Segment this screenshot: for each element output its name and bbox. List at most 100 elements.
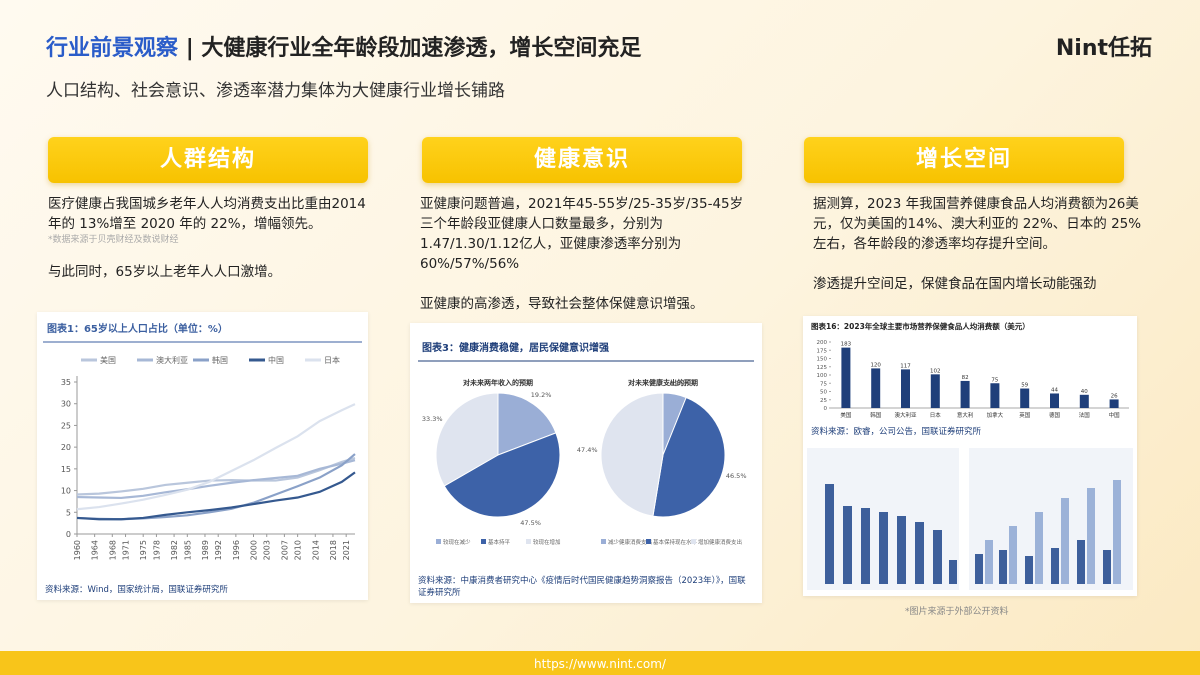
chart-panel: 图表16：2023年全球主要市场营养保健食品人均消费额（美元） 0 25 50 75 10… [803,316,1137,596]
subtitle: 人口结构、社会意识、渗透率潜力集体为大健康行业增长铺路 [46,81,505,101]
x-tick-label: 1971 [122,540,131,560]
y-tick-label: 0 [66,530,71,539]
paragraph: 渗透提升空间足，保健食品在国内增长动能强劲 [813,276,1097,292]
bar [1109,399,1119,408]
chart-panel: 图表1：65岁以上人口占比（单位：%） 美国 澳大利亚 韩国 中国 日本 0 5 10 15 20 2… [37,312,368,600]
chart-source: 资料来源：Wind，国家统计局，国联证券研究所 [45,585,228,595]
note: *数据来源于贝壳财经及数说财经 [48,235,179,245]
x-tick-label: 2021 [342,540,351,560]
pie-slice [652,396,726,518]
paragraph: 亚健康问题普遍，2021年45-55岁/25-35岁/35-45岁三个年龄段亚健… [420,196,744,272]
chart-panel: 图表3：健康消费稳健，居民保健意识增强对未来两年收入的预期 19.2% 较现在减少 4… [410,323,762,603]
y-tick-label: 0 [824,406,828,412]
legend-label: 增加健康消费支出 [698,538,742,546]
y-tick-label: 50 [820,390,827,396]
paragraph: 亚健康的高渗透，导致社会整体保健意识增强。 [420,296,704,312]
series-line [76,456,356,496]
legend-label: 较现在减少 [443,538,471,546]
legend-label: 基本持平 [488,538,511,546]
legend-swatch [526,539,531,544]
value-label: 102 [930,368,941,374]
y-tick-label: 35 [61,378,71,387]
x-tick-label: 法国 [1079,411,1091,419]
column-text: 医疗健康占我国城乡老年人人均消费支出比重由2014 年的 13%增至 2020 … [48,194,378,302]
x-tick-label: 美国 [840,411,852,419]
x-tick-label: 2003 [263,540,272,560]
legend-swatch [481,539,486,544]
value-label: 117 [900,363,911,369]
x-tick-label: 1996 [232,540,241,560]
decorative-charts [807,448,1133,590]
value-label: 75 [991,377,998,383]
column-text: 亚健康问题普遍，2021年45-55岁/25-35岁/35-45岁三个年龄段亚健… [420,194,750,334]
column-heading: 健康意识 [422,137,742,183]
decor [985,480,1121,584]
y-tick-label: 125 [817,365,828,371]
x-tick-label: 澳大利亚 [894,411,917,419]
y-tick-label: 150 [817,357,828,363]
bar [930,374,940,408]
legend-label: 减少健康消费支出 [608,538,652,546]
x-tick-label: 2010 [294,540,303,560]
x-tick-label: 意大利 [957,411,974,419]
x-tick-label: 中国 [1109,411,1121,419]
series-line [76,471,356,521]
value-label: 47.5% [520,519,541,527]
value-label: 33.3% [422,415,443,423]
y-tick-label: 5 [66,508,71,517]
value-label: 46.5% [726,472,747,480]
chart-title: 图表1：65岁以上人口占比（单位：%） [47,322,228,335]
chart: 图表16：2023年全球主要市场营养保健食品人均消费额（美元） 0 25 50 75 10… [811,321,1129,419]
value-label: 82 [962,375,969,381]
separator: | [185,36,194,61]
footer-band [0,651,1200,675]
y-tick-label: 20 [61,443,71,452]
pie-title: 对未来两年收入的预期 [463,378,533,387]
legend-label: 较现在增加 [533,538,561,546]
x-tick-label: 英国 [1019,411,1031,419]
series-line [76,459,356,500]
series-line [76,403,356,511]
chart-title: 图表3：健康消费稳健，居民保健意识增强 [422,341,609,354]
x-tick-label: 1989 [201,540,210,560]
chart-source: 资料来源：中康消费者研究中心《疫情后时代国民健康趋势洞察报告（2023年）》，国… [418,576,746,598]
value-label: 40 [1081,389,1088,395]
value-label: 19.2% [531,391,552,399]
bar [871,368,881,408]
x-tick-label: 2018 [329,540,338,560]
column-text: 据测算，2023 年我国营养健康食品人均消费额为26美元，仅为美国的14%、澳大… [813,194,1143,314]
legend-label: 日本 [324,355,340,365]
legend-label: 澳大利亚 [156,355,188,365]
bar [1079,394,1089,408]
y-tick-label: 200 [817,340,828,346]
y-tick-label: 15 [61,465,71,474]
x-tick-label: 1968 [108,540,117,560]
legend-label: 美国 [100,355,116,365]
brand: Nint任拓 [1055,36,1152,61]
x-tick-label: 1982 [170,540,179,560]
y-tick-label: 25 [820,398,827,404]
bar [841,347,851,408]
value-label: 44 [1051,387,1058,393]
value-label: 6.1% [669,379,686,387]
pie-slice [600,392,664,517]
x-tick-label: 1975 [139,540,148,560]
value-label: 120 [870,362,881,368]
value-label: 26 [1111,393,1118,399]
image-note: *图片来源于外部公开资料 [905,607,1009,617]
x-tick-label: 日本 [930,411,942,419]
y-tick-label: 25 [61,421,71,430]
title-main: 大健康行业全年龄段加速渗透，增长空间充足 [201,36,642,61]
bar [1020,388,1030,408]
bar [960,380,970,408]
x-tick-label: 1978 [152,540,161,560]
value-label: 59 [1021,383,1028,389]
legend-swatch [601,539,606,544]
legend-swatch [691,539,696,544]
x-tick-label: 2014 [311,540,320,560]
pie-slice [443,432,561,518]
decor [825,484,1111,584]
paragraph: 医疗健康占我国城乡老年人人均消费支出比重由2014 年的 13%增至 2020 … [48,196,366,232]
value-label: 47.4% [577,446,598,454]
